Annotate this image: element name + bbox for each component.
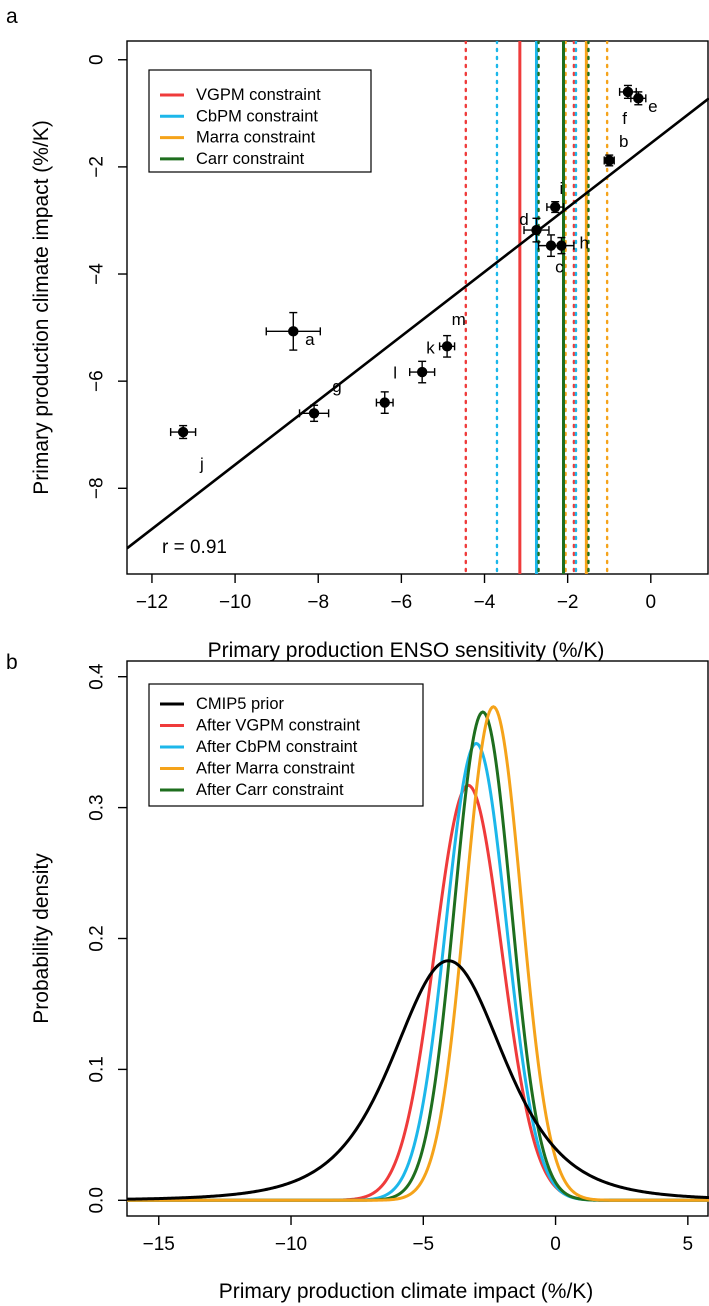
legend-label-b: CMIP5 prior <box>196 695 285 713</box>
legend-label-b: After CbPM constraint <box>196 738 358 756</box>
y-tick-label-a: −2 <box>87 156 108 178</box>
y-tick-label-b: 0.3 <box>87 794 108 820</box>
legend-label-b: After Marra constraint <box>196 760 355 778</box>
point-label-h: h <box>580 233 589 252</box>
y-tick-label-b: 0.2 <box>87 925 108 951</box>
data-point-d <box>531 224 542 236</box>
x-tick-label-b: −10 <box>275 1234 307 1255</box>
data-point-j <box>177 426 189 438</box>
legend-box-b <box>148 683 424 807</box>
density-curve-0 <box>127 959 709 1201</box>
point-label-c: c <box>555 258 564 277</box>
legend-label-a: CbPM constraint <box>196 107 318 125</box>
x-tick-label-b: 5 <box>683 1234 694 1255</box>
data-point-f <box>622 86 634 98</box>
data-point-k <box>416 366 428 378</box>
point-label-i: i <box>560 179 564 198</box>
y-tick-label-b: 0.1 <box>87 1056 108 1082</box>
y-tick-label-a: −4 <box>87 263 108 285</box>
point-label-e: e <box>648 97 657 116</box>
x-tick-label-a: −12 <box>136 592 168 613</box>
panel-label-a: a <box>6 5 18 28</box>
panel-label-b: b <box>6 651 18 674</box>
point-label-b: b <box>619 132 628 151</box>
y-tick-label-a: −8 <box>87 477 108 499</box>
point-label-f: f <box>622 109 627 128</box>
density-curve-2 <box>127 741 709 1202</box>
x-tick-label-a: −6 <box>391 592 413 613</box>
correlation-annotation: r = 0.91 <box>162 537 227 558</box>
x-tick-label-b: 0 <box>550 1234 561 1255</box>
legend-label-a: VGPM constraint <box>196 86 321 104</box>
point-label-d: d <box>519 210 528 229</box>
legend-box-a <box>148 69 372 173</box>
x-tick-label-a: −10 <box>219 592 251 613</box>
y-tick-label-a: 0 <box>87 54 108 65</box>
plot-area-b <box>127 705 709 1202</box>
x-tick-label-a: 0 <box>646 592 657 613</box>
data-point-m <box>441 341 453 352</box>
data-point-a <box>288 326 299 337</box>
plot-frame-a <box>126 40 709 575</box>
x-tick-label-a: −4 <box>474 592 496 613</box>
data-point-b <box>604 155 615 166</box>
data-point-h <box>556 240 567 251</box>
y-axis-label-b: Probability density <box>30 853 53 1024</box>
x-tick-label-a: −8 <box>307 592 329 613</box>
legend-label-a: Carr constraint <box>196 150 305 168</box>
regression-line <box>127 97 709 550</box>
plot-area-a: a b c d e f g h i j k l m <box>127 41 709 574</box>
y-tick-label-a: −6 <box>87 370 108 392</box>
point-label-k: k <box>426 338 435 357</box>
x-tick-label-b: −5 <box>412 1234 434 1255</box>
point-label-l: l <box>393 364 397 383</box>
data-point-g <box>308 408 320 419</box>
x-tick-label-b: −15 <box>143 1234 175 1255</box>
y-tick-label-b: 0.4 <box>87 663 108 690</box>
data-point-i <box>549 201 561 213</box>
legend-label-b: After VGPM constraint <box>196 717 361 735</box>
y-axis-label-a: Primary production climate impact (%/K) <box>30 120 53 495</box>
legend-label-b: After Carr constraint <box>196 781 344 799</box>
x-tick-label-a: −2 <box>557 592 579 613</box>
legend-label-a: Marra constraint <box>196 129 316 147</box>
density-curve-3 <box>127 705 709 1202</box>
chart-panel-b: −15 −10 −5 0 5 0.0 0.1 0.2 0.3 0.4 Primary product… <box>30 660 709 1303</box>
density-curve-1 <box>127 783 709 1202</box>
chart-panel-a: −12 −10 −8 −6 −4 −2 0 0 −2 −4 −6 −8 Primary producti… <box>30 40 709 662</box>
x-axis-label-a: Primary production ENSO sensitivity (%/K… <box>208 639 605 662</box>
point-label-a: a <box>305 330 315 349</box>
point-label-m: m <box>452 310 466 329</box>
point-label-j: j <box>199 455 204 474</box>
legend-b: CMIP5 prior After VGPM constraint After Cb… <box>148 683 424 807</box>
data-point-e <box>633 93 644 104</box>
point-label-g: g <box>332 377 341 396</box>
data-point-l <box>379 397 390 408</box>
x-axis-label-b: Primary production climate impact (%/K) <box>219 1280 594 1303</box>
legend-a: VGPM constraint CbPM constraint Marra cons… <box>148 69 372 173</box>
y-tick-label-b: 0.0 <box>87 1187 108 1213</box>
